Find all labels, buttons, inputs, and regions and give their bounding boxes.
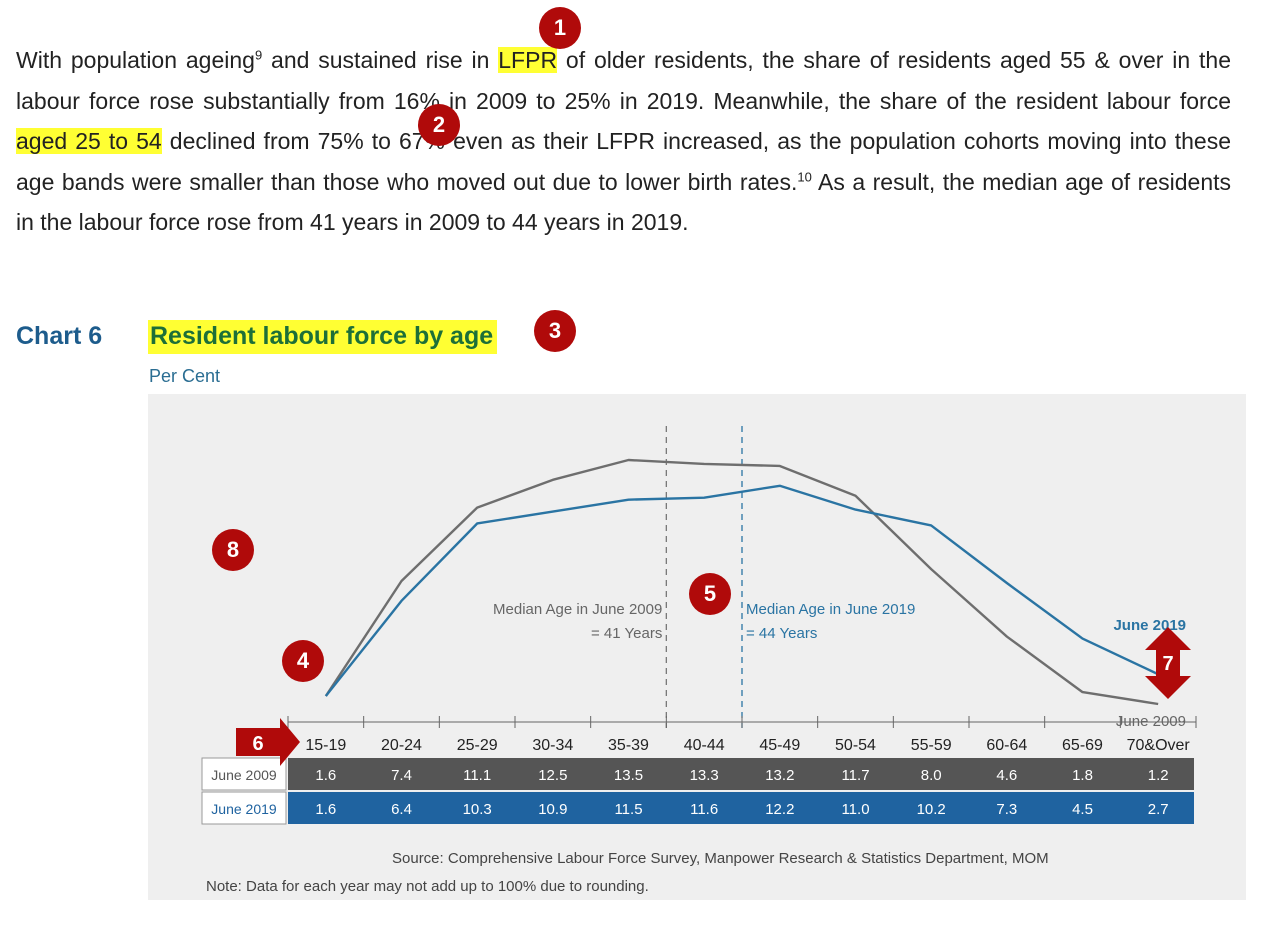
table-cell-value: 4.6: [996, 767, 1017, 784]
table-cell-value: 10.9: [538, 801, 567, 818]
rounding-note: Note: Data for each year may not add up …: [206, 878, 649, 895]
table-cell-value: 2.7: [1148, 801, 1169, 818]
table-row-bg: [288, 792, 1194, 824]
marker-badge-3: 3: [534, 310, 576, 352]
table-cell-value: 13.2: [765, 767, 794, 784]
marker-badge-4: 4: [282, 640, 324, 682]
x-tick-label: 60-64: [986, 737, 1027, 754]
paragraph-text: With population ageing: [16, 47, 255, 73]
x-tick-label: 50-54: [835, 737, 876, 754]
table-cell-value: 12.2: [765, 801, 794, 818]
x-tick-label: 15-19: [305, 737, 346, 754]
table-cell-value: 4.5: [1072, 801, 1093, 818]
table-cell-value: 1.6: [315, 801, 336, 818]
paragraph-text: of older residents, the share of residen…: [16, 47, 1231, 114]
table-cell-value: 11.0: [841, 801, 869, 818]
chart-heading: Chart 6 Resident labour force by age: [16, 320, 498, 354]
x-tick-label: 35-39: [608, 737, 649, 754]
highlight-age-range: aged 25 to 54: [16, 128, 162, 154]
table-cell-value: 1.2: [1148, 767, 1169, 784]
arrow-badge-6: 6: [252, 733, 263, 755]
x-tick-label: 20-24: [381, 737, 422, 754]
table-cell-value: 1.6: [315, 767, 336, 784]
double-arrow-icon: [1145, 627, 1191, 699]
chart-title-text: Resident labour force by age: [148, 320, 498, 354]
marker-badge-1: 1: [539, 7, 581, 49]
median-2019-label: Median Age in June 2019: [746, 601, 915, 618]
table-cell-value: 11.1: [463, 767, 491, 784]
paragraph-text: As a result, the median age of residents…: [16, 168, 1232, 236]
marker-badge-5: 5: [689, 573, 731, 615]
x-tick-label: 65-69: [1062, 737, 1103, 754]
footnote-ref: 10: [797, 168, 812, 184]
table-row-label-cell: [201, 757, 287, 791]
series-line-2019: [324, 484, 1159, 697]
x-tick-label: 30-34: [532, 737, 573, 754]
y-axis-unit-label: Per Cent: [149, 366, 221, 386]
table-cell-value: 13.3: [690, 767, 719, 784]
marker-badge-8: 8: [212, 529, 254, 571]
table-row-label-cell: [201, 791, 287, 825]
x-tick-label: 40-44: [684, 737, 725, 754]
source-note: Source: Comprehensive Labour Force Surve…: [392, 850, 1049, 867]
marker-badge-2: 2: [418, 104, 460, 146]
x-tick-label: 55-59: [911, 737, 952, 754]
series-line-2009: [324, 458, 1159, 706]
x-tick-label: 70&Over: [1127, 737, 1191, 754]
table-cell-value: 1.8: [1072, 767, 1093, 784]
table-row-label: June 2019: [211, 801, 277, 817]
chart-title: Resident labour force by age: [148, 320, 498, 354]
median-2019-value: = 44 Years: [746, 625, 817, 642]
table-cell-value: 7.4: [391, 767, 412, 784]
table-row-label: June 2009: [211, 767, 277, 783]
median-2009-value: = 41 Years: [591, 625, 662, 642]
highlight-lfpr: LFPR: [498, 47, 558, 73]
table-cell-value: 11.7: [841, 767, 869, 784]
x-tick-label: 25-29: [457, 737, 498, 754]
arrow-right-icon: [236, 718, 300, 766]
arrow-badge-7: 7: [1162, 653, 1173, 675]
paragraph-text: declined from 75% to 67% even as their L…: [16, 128, 1231, 195]
table-cell-value: 11.5: [614, 801, 642, 818]
table-cell-value: 13.5: [614, 767, 643, 784]
x-tick-label: 45-49: [759, 737, 800, 754]
table-row-bg: [288, 758, 1194, 790]
paragraph-text: and sustained rise in: [262, 47, 499, 73]
footnote-ref: 9: [254, 47, 263, 63]
table-cell-value: 11.6: [690, 801, 718, 818]
table-cell-value: 8.0: [921, 767, 942, 784]
chart-number: Chart 6: [16, 322, 103, 350]
table-cell-value: 6.4: [391, 801, 412, 818]
table-cell-value: 10.3: [463, 801, 492, 818]
table-cell-value: 10.2: [917, 801, 946, 818]
series-label-2019: June 2019: [1113, 617, 1186, 634]
table-cell-value: 7.3: [996, 801, 1017, 818]
table-cell-value: 12.5: [538, 767, 567, 784]
body-paragraph: With population ageing9 and sustained ri…: [16, 40, 1231, 243]
median-2009-label: Median Age in June 2009: [493, 601, 662, 618]
